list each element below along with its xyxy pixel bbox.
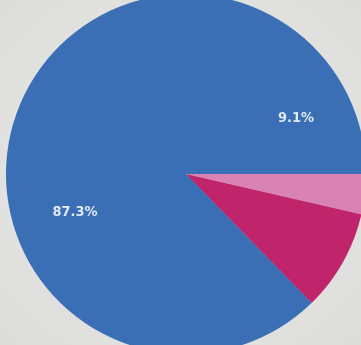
pie-slice-3: [186, 174, 361, 215]
pie-slice-1: [6, 0, 361, 345]
slice-label-2: 9.1%: [278, 111, 314, 126]
pie-slice-2: [186, 174, 361, 303]
slice-label-1: 87.3%: [52, 205, 97, 220]
pie-labels: 87.3% 9.1%: [52, 111, 314, 220]
pie-slices: [6, 0, 361, 345]
